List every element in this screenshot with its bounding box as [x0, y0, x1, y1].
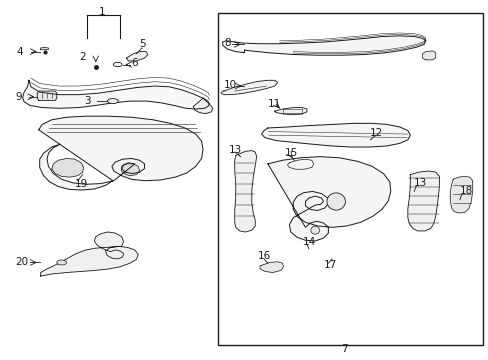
Polygon shape: [234, 150, 256, 232]
Text: 20: 20: [15, 257, 28, 267]
Text: 7: 7: [341, 344, 347, 354]
Text: 15: 15: [284, 148, 297, 158]
Polygon shape: [449, 176, 472, 213]
Text: 13: 13: [413, 178, 427, 188]
Polygon shape: [422, 51, 435, 60]
Polygon shape: [193, 98, 212, 114]
Text: 5: 5: [140, 40, 146, 49]
Text: 8: 8: [224, 38, 230, 48]
Ellipse shape: [310, 226, 319, 234]
Text: 17: 17: [323, 260, 336, 270]
Text: 6: 6: [131, 58, 138, 68]
Ellipse shape: [107, 99, 118, 104]
Text: 19: 19: [75, 179, 88, 189]
Polygon shape: [261, 123, 409, 147]
Polygon shape: [122, 164, 140, 176]
Text: 10: 10: [224, 80, 237, 90]
Text: 12: 12: [369, 129, 383, 138]
Polygon shape: [274, 108, 306, 115]
Polygon shape: [267, 157, 390, 241]
Text: 14: 14: [303, 237, 316, 247]
Polygon shape: [260, 262, 283, 273]
Polygon shape: [41, 47, 48, 49]
Text: 4: 4: [16, 46, 23, 57]
Polygon shape: [52, 158, 83, 177]
Text: 9: 9: [15, 92, 22, 102]
Text: 18: 18: [459, 186, 472, 197]
Text: 11: 11: [267, 99, 281, 109]
Polygon shape: [37, 91, 57, 100]
Polygon shape: [221, 80, 277, 95]
Text: 13: 13: [228, 144, 242, 154]
Polygon shape: [39, 116, 203, 190]
Text: 16: 16: [258, 251, 271, 261]
Ellipse shape: [326, 193, 345, 210]
Polygon shape: [287, 159, 313, 169]
Polygon shape: [407, 171, 439, 231]
Polygon shape: [22, 80, 209, 109]
Text: 3: 3: [84, 96, 91, 106]
Text: 2: 2: [80, 52, 86, 62]
Text: 1: 1: [99, 7, 105, 17]
Bar: [217, 13, 483, 345]
Polygon shape: [222, 36, 425, 55]
Polygon shape: [41, 232, 138, 276]
Ellipse shape: [57, 260, 66, 265]
Polygon shape: [126, 51, 148, 61]
